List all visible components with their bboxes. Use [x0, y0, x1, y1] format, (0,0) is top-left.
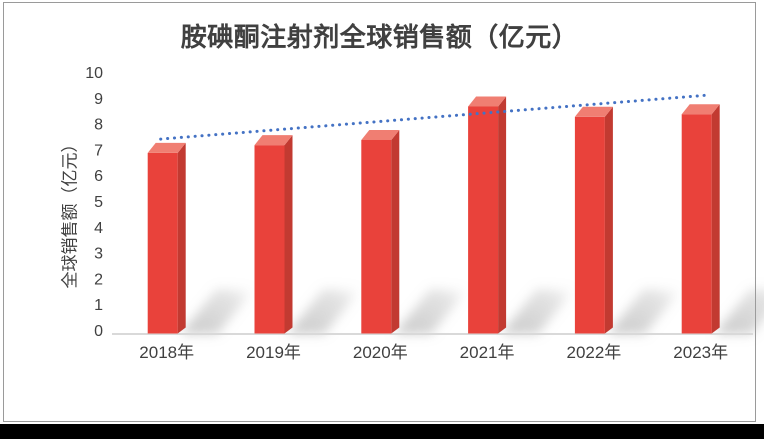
x-category-label-2019年: 2019年 [246, 343, 301, 362]
y-tick-label-10: 10 [85, 65, 103, 82]
y-tick-label-3: 3 [94, 246, 103, 263]
bar-front-2020年 [361, 140, 392, 334]
bar-front-2023年 [681, 114, 712, 334]
y-tick-label-8: 8 [94, 117, 103, 134]
x-category-label-2020年: 2020年 [353, 343, 408, 362]
bar-shadow-2021年 [501, 289, 575, 334]
bar-side-2021年 [498, 96, 507, 334]
y-tick-label-5: 5 [94, 194, 103, 211]
bar-front-2019年 [254, 145, 285, 334]
x-category-label-2018年: 2018年 [139, 343, 194, 362]
bar-front-2018年 [147, 152, 178, 334]
bar-shadow-2019年 [287, 289, 361, 334]
bottom-black-bar [0, 424, 764, 439]
y-tick-label-6: 6 [94, 168, 103, 185]
y-tick-label-2: 2 [94, 271, 103, 288]
x-category-label-2023年: 2023年 [673, 343, 728, 362]
bar-top-2019年 [254, 135, 293, 146]
bar-top-2018年 [147, 142, 186, 153]
bar-front-2021年 [468, 106, 499, 334]
bar-2018年 [147, 142, 186, 334]
bar-2021年 [468, 96, 507, 334]
trendline [159, 93, 709, 141]
bar-shadow-2020年 [394, 289, 468, 334]
bar-shadow-2023年 [714, 289, 764, 334]
bar-side-2018年 [177, 142, 186, 334]
bar-side-2023年 [711, 104, 720, 334]
bar-side-2019年 [284, 135, 293, 334]
x-category-label-2022年: 2022年 [566, 343, 621, 362]
y-tick-label-7: 7 [94, 142, 103, 159]
y-tick-label-9: 9 [94, 91, 103, 108]
bar-shadow-2022年 [607, 289, 681, 334]
bar-shadow-2018年 [180, 289, 254, 334]
bar-top-2022年 [574, 106, 613, 117]
y-tick-label-0: 0 [94, 323, 103, 340]
bar-2019年 [254, 135, 293, 334]
bar-2020年 [361, 130, 400, 334]
y-tick-label-1: 1 [94, 297, 103, 314]
x-category-label-2021年: 2021年 [460, 343, 515, 362]
chart-title: 胺碘酮注射剂全球销售额（亿元） [180, 22, 579, 52]
bar-2022年 [574, 106, 613, 334]
bar-top-2020年 [361, 130, 400, 140]
bar-top-2023年 [681, 104, 720, 115]
bar-side-2020年 [391, 130, 400, 334]
y-tick-label-4: 4 [94, 220, 103, 237]
bar-front-2022年 [574, 116, 605, 334]
bar-top-2021年 [468, 96, 507, 107]
bar-side-2022年 [604, 106, 613, 334]
bar-2023年 [681, 104, 720, 334]
